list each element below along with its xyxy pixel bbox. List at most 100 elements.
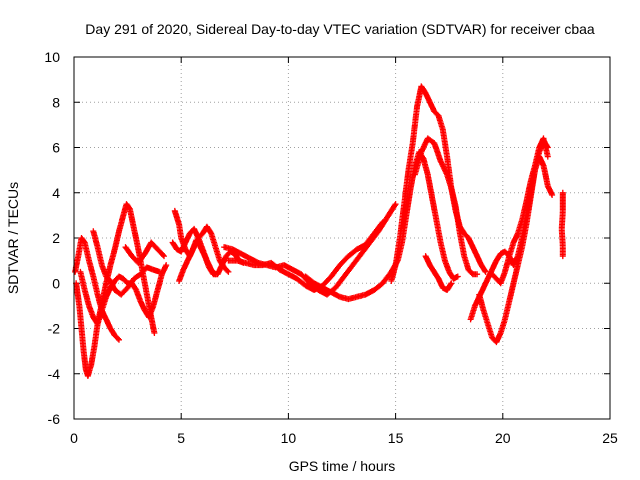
data-point bbox=[120, 275, 130, 286]
data-point bbox=[90, 228, 101, 249]
y-tick-label: -2 bbox=[48, 321, 61, 337]
data-point bbox=[107, 247, 118, 269]
data-point bbox=[549, 192, 556, 198]
data-point bbox=[90, 273, 101, 297]
series-arc-j bbox=[225, 219, 386, 293]
data-point bbox=[559, 189, 566, 213]
data-point bbox=[124, 277, 137, 291]
series-arc-r bbox=[558, 189, 566, 260]
data-point bbox=[221, 264, 231, 274]
data-point bbox=[362, 231, 377, 248]
data-point bbox=[396, 202, 407, 241]
data-point bbox=[431, 268, 441, 281]
series-arc-q bbox=[489, 135, 551, 287]
data-point bbox=[81, 287, 92, 308]
data-point bbox=[212, 271, 219, 278]
data-point bbox=[328, 263, 342, 280]
data-point bbox=[81, 239, 92, 263]
data-point bbox=[532, 146, 542, 169]
data-point bbox=[437, 239, 448, 263]
y-tick-label: 0 bbox=[52, 275, 60, 291]
chart-title: Day 291 of 2020, Sidereal Day-to-day VTE… bbox=[85, 21, 595, 37]
data-point bbox=[86, 257, 96, 278]
x-tick-label: 5 bbox=[177, 430, 185, 446]
data-point bbox=[154, 246, 166, 258]
y-tick-label: 8 bbox=[52, 94, 60, 110]
data-point bbox=[420, 155, 431, 177]
x-axis-label: GPS time / hours bbox=[289, 458, 396, 474]
data-point bbox=[268, 259, 282, 272]
data-point bbox=[418, 136, 431, 155]
data-point bbox=[341, 263, 355, 280]
series-arc-n bbox=[422, 253, 455, 293]
series-arc-d bbox=[90, 228, 163, 298]
data-point bbox=[154, 272, 165, 293]
data-point bbox=[379, 219, 386, 226]
data-point bbox=[437, 158, 450, 177]
data-point bbox=[137, 298, 148, 313]
data-point bbox=[135, 252, 147, 266]
data-point bbox=[510, 263, 521, 287]
data-point bbox=[225, 268, 232, 275]
data-point bbox=[362, 287, 376, 298]
data-point bbox=[493, 331, 503, 346]
data-point bbox=[424, 135, 436, 146]
data-point bbox=[478, 262, 488, 274]
data-point bbox=[238, 250, 252, 261]
x-tick-label: 0 bbox=[70, 430, 78, 446]
data-point bbox=[501, 299, 512, 323]
data-point bbox=[448, 185, 459, 208]
data-point bbox=[558, 225, 566, 249]
data-point bbox=[169, 239, 180, 252]
data-point bbox=[388, 263, 399, 284]
data-point bbox=[103, 273, 113, 283]
data-point bbox=[401, 168, 412, 208]
data-point bbox=[476, 291, 487, 312]
data-point bbox=[418, 83, 428, 96]
data-point bbox=[371, 220, 385, 237]
data-point bbox=[540, 135, 551, 158]
x-tick-label: 25 bbox=[602, 430, 618, 446]
data-point bbox=[294, 275, 308, 288]
data-point bbox=[116, 336, 122, 343]
data-point bbox=[493, 252, 503, 264]
data-point bbox=[94, 244, 105, 267]
y-tick-label: 2 bbox=[52, 230, 60, 246]
data-point bbox=[151, 330, 158, 336]
data-point bbox=[203, 223, 214, 236]
y-tick-label: -6 bbox=[48, 411, 61, 427]
data-point bbox=[156, 268, 163, 275]
data-point bbox=[161, 253, 167, 260]
data-point bbox=[444, 281, 454, 293]
data-point bbox=[111, 332, 121, 342]
data-point bbox=[384, 202, 398, 221]
data-point bbox=[411, 150, 424, 178]
data-point bbox=[123, 201, 132, 211]
plot-frame bbox=[73, 56, 611, 420]
data-point bbox=[208, 266, 218, 277]
data-point bbox=[163, 262, 170, 269]
data-point bbox=[559, 253, 566, 260]
data-point bbox=[461, 230, 471, 240]
data-point bbox=[474, 253, 484, 267]
y-tick-label: -4 bbox=[48, 366, 61, 382]
data-point bbox=[281, 262, 295, 272]
data-point bbox=[116, 213, 126, 235]
data-point bbox=[131, 272, 143, 282]
data-point bbox=[336, 254, 351, 269]
data-point bbox=[506, 281, 517, 305]
data-point bbox=[77, 268, 88, 292]
y-tick-label: 6 bbox=[52, 140, 60, 156]
x-tick-label: 10 bbox=[281, 430, 297, 446]
data-point bbox=[78, 235, 87, 245]
data-point bbox=[122, 244, 134, 258]
data-point bbox=[426, 262, 437, 274]
series-arc-h bbox=[169, 225, 219, 278]
data-point bbox=[148, 239, 160, 252]
data-point bbox=[454, 273, 461, 280]
data-point bbox=[191, 225, 201, 240]
data-point bbox=[519, 200, 529, 223]
data-point bbox=[431, 140, 444, 163]
